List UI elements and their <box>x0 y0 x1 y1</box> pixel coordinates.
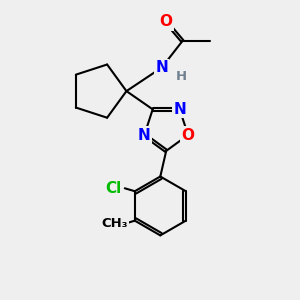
Text: Cl: Cl <box>106 181 122 196</box>
Text: O: O <box>160 14 173 29</box>
Text: N: N <box>173 102 186 117</box>
Text: N: N <box>138 128 151 142</box>
Text: H: H <box>176 70 187 83</box>
Text: CH₃: CH₃ <box>101 217 128 230</box>
Text: N: N <box>155 60 168 75</box>
Text: O: O <box>182 128 194 142</box>
